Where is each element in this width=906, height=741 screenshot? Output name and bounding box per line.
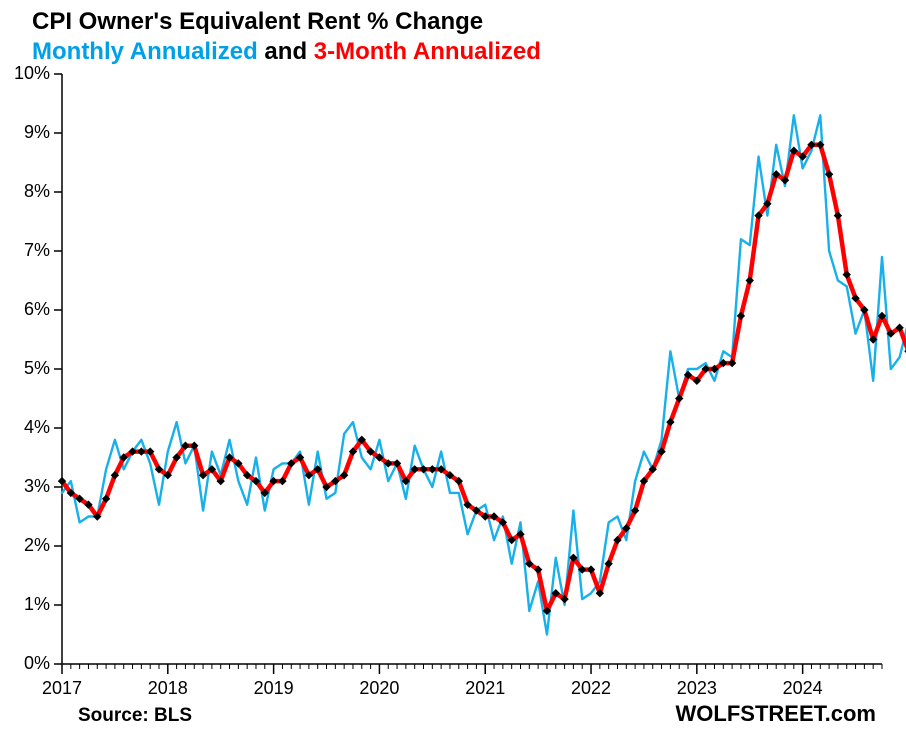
x-tick-label: 2017 xyxy=(42,678,82,699)
x-tick-label: 2024 xyxy=(783,678,823,699)
chart-container: CPI Owner's Equivalent Rent % Change Mon… xyxy=(0,0,906,741)
source-label: Source: BLS xyxy=(78,705,192,727)
y-tick-label: 4% xyxy=(2,417,50,438)
x-tick-label: 2018 xyxy=(148,678,188,699)
watermark-label: WOLFSTREET.com xyxy=(676,701,876,727)
y-tick-label: 5% xyxy=(2,358,50,379)
y-tick-label: 2% xyxy=(2,535,50,556)
y-tick-label: 0% xyxy=(2,653,50,674)
x-tick-label: 2020 xyxy=(359,678,399,699)
x-tick-label: 2022 xyxy=(571,678,611,699)
x-tick-label: 2019 xyxy=(254,678,294,699)
y-tick-label: 9% xyxy=(2,122,50,143)
y-tick-label: 6% xyxy=(2,299,50,320)
chart-plot xyxy=(0,0,906,741)
y-tick-label: 8% xyxy=(2,181,50,202)
y-tick-label: 3% xyxy=(2,476,50,497)
y-tick-label: 1% xyxy=(2,594,50,615)
x-tick-label: 2021 xyxy=(465,678,505,699)
y-tick-label: 7% xyxy=(2,240,50,261)
x-tick-label: 2023 xyxy=(677,678,717,699)
y-tick-label: 10% xyxy=(2,63,50,84)
